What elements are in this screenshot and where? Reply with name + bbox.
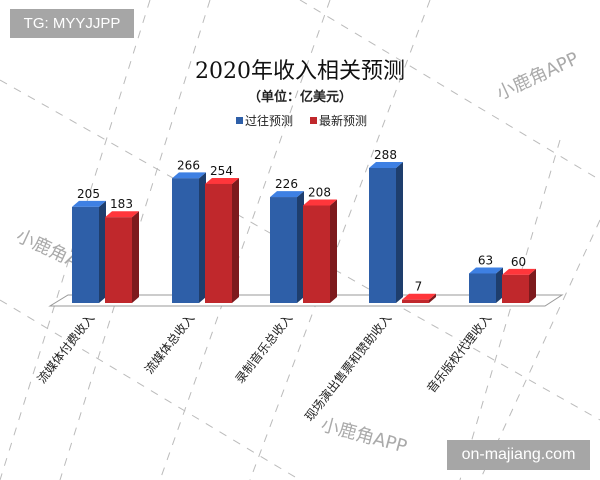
legend-label: 过往预测 [245, 113, 293, 128]
bar-top [172, 172, 206, 179]
bar-side [297, 191, 304, 303]
bar-top [205, 177, 239, 184]
data-label: 205 [77, 187, 100, 201]
watermark-line [59, 0, 211, 480]
data-label: 7 [415, 280, 423, 294]
bar [270, 197, 297, 303]
watermark-line [159, 0, 331, 480]
category-label: 流媒体付费收入 [35, 311, 98, 386]
category-label: 现场演出售票和赞助收入 [301, 311, 394, 424]
bar [303, 205, 330, 303]
bar-side [232, 177, 239, 303]
bars: 205 183 266 254 226 208 288 7 63 60 [72, 148, 536, 303]
site-label: on-majiang.com [447, 440, 590, 470]
bar-top [402, 293, 436, 300]
bar-top [369, 162, 403, 168]
category-label: 录制音乐总收入 [232, 311, 296, 386]
bar [105, 217, 132, 303]
chart-subtitle: （单位：亿美元） [248, 89, 352, 105]
bar [469, 273, 496, 303]
data-label: 266 [177, 158, 200, 172]
watermark-text: 小鹿角APP [319, 415, 410, 458]
bar-top [469, 267, 503, 274]
bar-side [396, 162, 403, 303]
bar [172, 178, 199, 303]
bar-side [99, 200, 106, 303]
bar-top [105, 211, 139, 218]
tg-label: TG: MYYJJPP [10, 9, 134, 38]
bar-top [303, 199, 337, 206]
watermark-line [0, 0, 151, 480]
data-label: 254 [210, 164, 233, 178]
legend-swatch [310, 117, 317, 124]
bar [205, 183, 232, 303]
bar [72, 206, 99, 303]
bar [402, 299, 429, 303]
data-label: 63 [478, 253, 493, 267]
watermark-text: 小鹿角APP [493, 48, 582, 104]
bar [369, 168, 396, 303]
bar-top [502, 268, 536, 275]
bar-side [496, 267, 503, 303]
bar-top [72, 200, 106, 207]
watermark-line [299, 0, 600, 181]
watermark-line [0, 299, 301, 480]
bar-top [270, 191, 304, 198]
watermark-line [249, 0, 431, 480]
bar-side [199, 172, 206, 303]
bar-side [132, 211, 139, 303]
data-label: 226 [275, 177, 298, 191]
category-label: 流媒体总收入 [142, 311, 197, 376]
data-label: 60 [511, 255, 526, 269]
bar [502, 274, 529, 303]
bar-side [330, 199, 337, 303]
watermark-line [459, 139, 561, 480]
data-label: 183 [110, 197, 133, 211]
legend: 过往预测 最新预测 [236, 113, 367, 128]
category-label: 音乐版权代理收入 [423, 311, 494, 396]
data-label: 208 [308, 186, 331, 200]
category-labels: 流媒体付费收入 流媒体总收入 录制音乐总收入 现场演出售票和赞助收入 音乐版权代理收入 [35, 311, 495, 424]
watermark-line [0, 79, 600, 421]
bar-side [429, 293, 436, 303]
legend-swatch [236, 117, 243, 124]
chart-title: 2020年收入相关预测 [195, 59, 405, 84]
legend-label: 最新预测 [319, 113, 367, 128]
bar-side [529, 268, 536, 303]
data-label: 288 [374, 148, 397, 162]
